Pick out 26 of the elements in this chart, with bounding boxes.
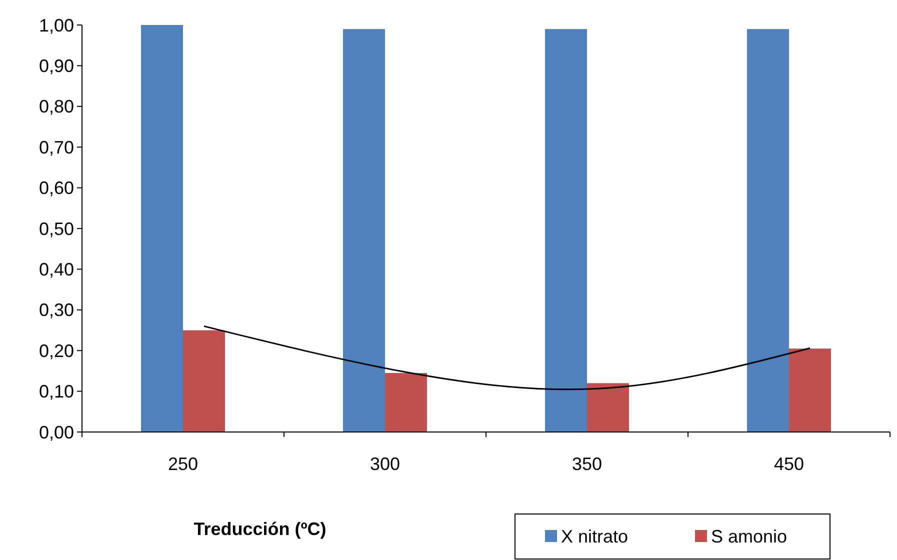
x-tick-label: 300 — [370, 454, 400, 474]
bar — [789, 348, 831, 432]
y-tick-label: 0,30 — [38, 300, 74, 320]
x-tick-label: 450 — [774, 454, 804, 474]
y-tick-label: 0,40 — [38, 260, 74, 280]
y-tick-label: 0,10 — [38, 382, 74, 402]
y-tick-label: 1,00 — [38, 15, 74, 36]
legend-label: S amonio — [711, 526, 788, 546]
legend-label: X nitrato — [561, 526, 628, 546]
x-tick-label: 350 — [572, 454, 602, 474]
bar — [385, 372, 427, 432]
x-tick-label: 250 — [168, 454, 198, 474]
y-tick-label: 0,60 — [38, 178, 74, 198]
y-tick-label: 0,50 — [38, 218, 74, 239]
bar — [141, 25, 183, 432]
bar — [587, 383, 629, 432]
bar — [183, 330, 225, 432]
y-tick-label: 0,00 — [38, 422, 74, 442]
bar — [545, 29, 587, 432]
bar — [747, 29, 789, 432]
y-tick-label: 0,20 — [38, 340, 74, 361]
bar — [343, 29, 385, 432]
y-tick-label: 0,90 — [38, 56, 74, 76]
y-tick-label: 0,80 — [38, 96, 74, 117]
x-axis-title: Treducción (ºC) — [194, 519, 326, 539]
y-tick-label: 0,70 — [38, 137, 74, 158]
